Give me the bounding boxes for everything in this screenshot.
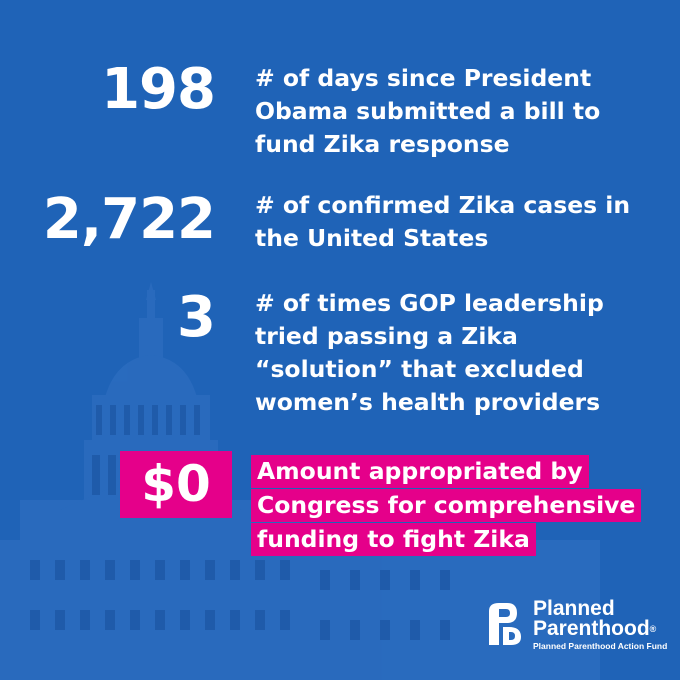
pp-logo-mark-icon [489,603,521,645]
desc-line: fund Zika response [255,130,510,158]
logo-name-line2-text: Parenthood [533,617,650,640]
stat-cases-description: # of confirmed Zika cases in the United … [255,189,665,255]
desc-line: # of times GOP leadership [255,289,604,317]
stat-cases-number: 2,722 [42,187,216,252]
stat-gop-description: # of times GOP leadership tried passing … [255,287,665,419]
desc-line: tried passing a Zika [255,322,518,350]
desc-line: women’s health providers [255,388,601,416]
logo-name-line2: Parenthood® [533,618,656,640]
stat-gop-number: 3 [177,285,216,350]
logo-subtitle: Planned Parenthood Action Fund [533,641,668,651]
desc-line: Obama submitted a bill to [255,97,601,125]
desc-line: the United States [255,224,489,252]
desc-line: # of days since President [255,64,592,92]
desc-line: Congress for comprehensive [251,489,642,522]
stat-funding-number: $0 [120,451,232,518]
desc-line: funding to fight Zika [251,523,536,556]
logo-name-line1: Planned [533,597,615,620]
stat-days-number: 198 [101,57,216,122]
desc-line: # of confirmed Zika cases in [255,191,631,219]
stat-days-description: # of days since President Obama submitte… [255,62,665,161]
stat-funding-description: Amount appropriated by Congress for comp… [251,455,642,557]
desc-line: Amount appropriated by [251,455,589,488]
registered-mark: ® [649,624,657,634]
desc-line: “solution” that excluded [255,355,584,383]
